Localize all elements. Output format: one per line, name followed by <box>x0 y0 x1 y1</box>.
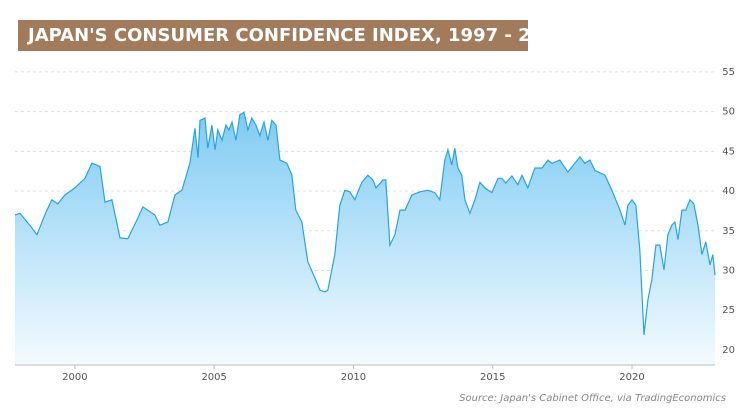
y-tick-label: 35 <box>722 226 735 237</box>
source-note: Source: Japan's Cabinet Office, via Trad… <box>459 393 726 404</box>
x-tick-label: 2020 <box>619 372 644 383</box>
y-tick-label: 20 <box>722 345 735 356</box>
y-tick-label: 30 <box>722 265 735 276</box>
y-tick-label: 55 <box>722 67 735 78</box>
chart-title: JAPAN'S CONSUMER CONFIDENCE INDEX, 1997 … <box>26 25 568 46</box>
y-tick-label: 25 <box>722 305 735 316</box>
x-tick-label: 2010 <box>341 372 366 383</box>
area <box>15 112 715 366</box>
title-box <box>18 20 528 51</box>
x-tick-label: 2015 <box>480 372 505 383</box>
y-tick-label: 40 <box>722 186 735 197</box>
line <box>14 111 716 335</box>
x-tick-label: 2005 <box>201 372 226 383</box>
y-tick-label: 50 <box>722 107 735 118</box>
y-tick-label: 45 <box>722 146 735 157</box>
x-tick-label: 2000 <box>62 372 87 383</box>
